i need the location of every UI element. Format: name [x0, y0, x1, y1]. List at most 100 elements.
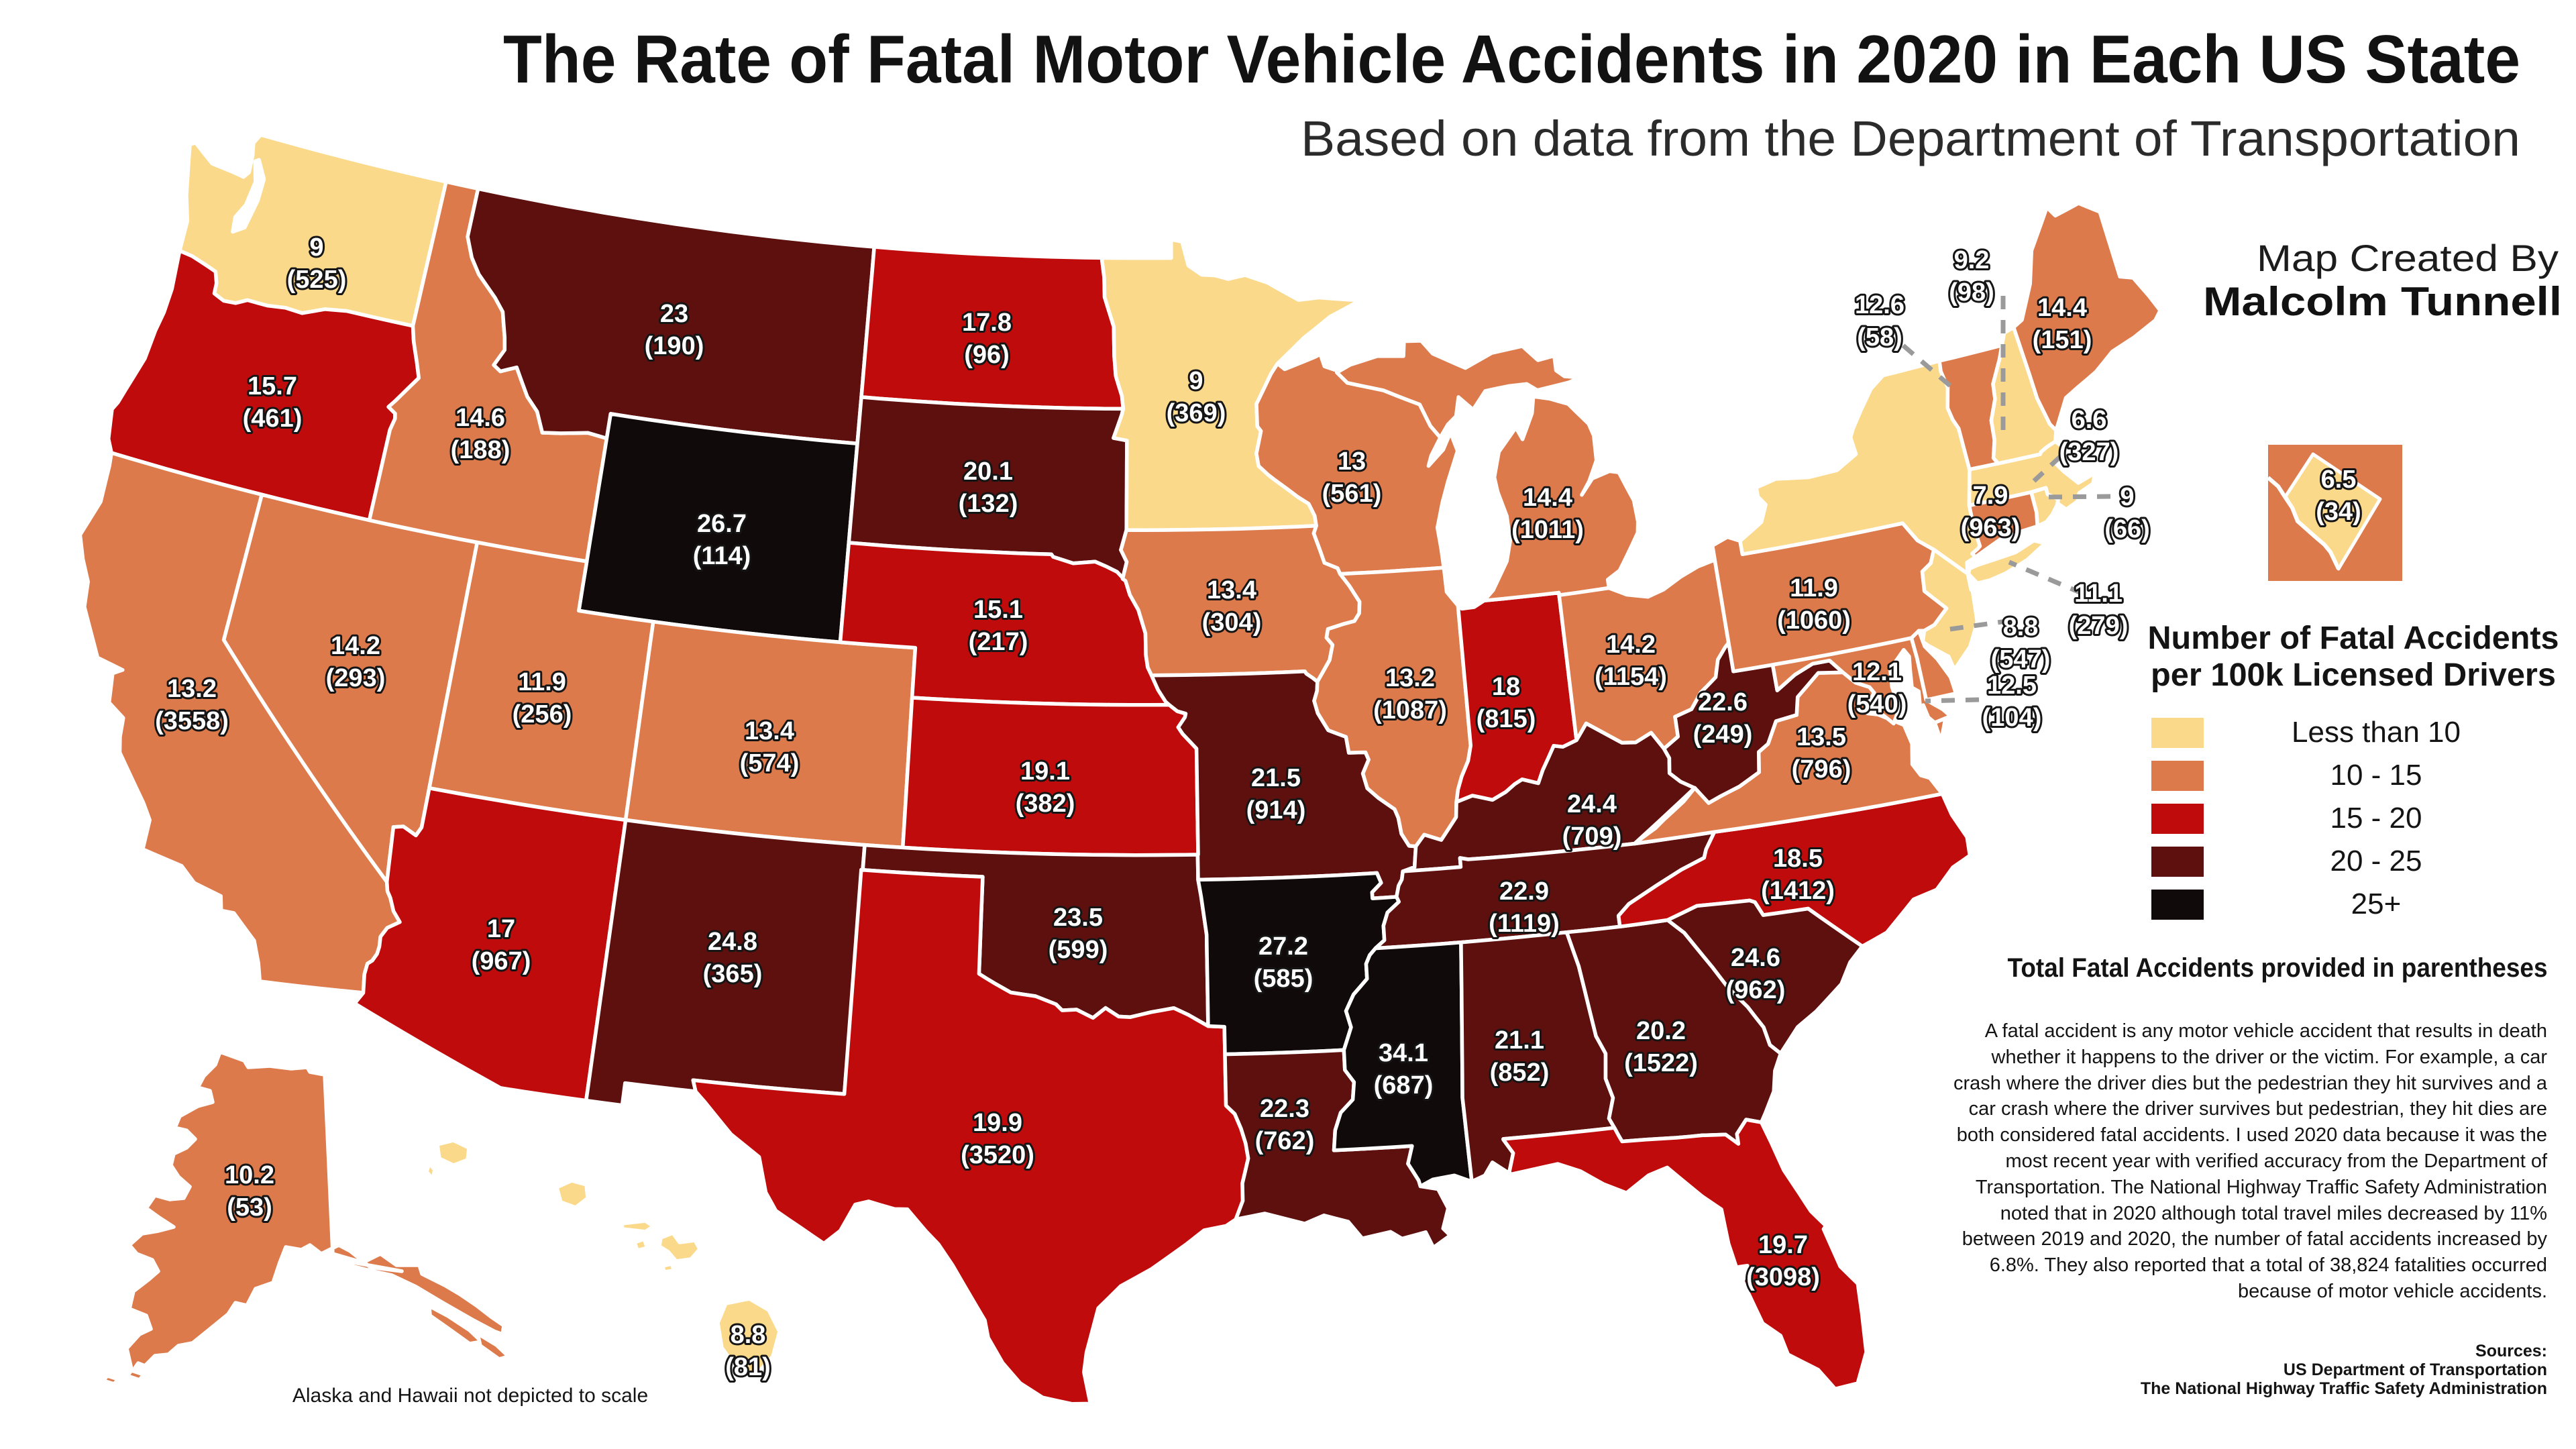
svg-text:(132): (132): [959, 490, 1018, 518]
svg-text:25+: 25+: [2351, 888, 2402, 920]
svg-text:(1011): (1011): [1511, 516, 1584, 544]
svg-text:20.2: 20.2: [1636, 1017, 1686, 1045]
svg-text:6.6: 6.6: [2072, 406, 2107, 434]
svg-text:(3558): (3558): [155, 707, 229, 735]
svg-text:per 100k Licensed Drivers: per 100k Licensed Drivers: [2151, 657, 2556, 693]
svg-text:(190): (190): [645, 332, 704, 360]
svg-text:24.4: 24.4: [1567, 790, 1617, 818]
svg-text:(249): (249): [1693, 720, 1753, 749]
svg-text:9.2: 9.2: [1954, 246, 1990, 274]
svg-text:34.1: 34.1: [1379, 1039, 1428, 1067]
svg-text:19.1: 19.1: [1020, 757, 1070, 786]
svg-text:15.1: 15.1: [973, 596, 1023, 624]
svg-text:The Rate of Fatal Motor Vehicl: The Rate of Fatal Motor Vehicle Accident…: [503, 22, 2520, 97]
svg-text:27.2: 27.2: [1258, 932, 1308, 961]
svg-text:Sources:: Sources:: [2475, 1342, 2547, 1360]
svg-text:(279): (279): [2069, 612, 2129, 640]
svg-text:(963): (963): [1961, 514, 2021, 542]
svg-text:(188): (188): [451, 436, 511, 464]
svg-text:(104): (104): [1982, 704, 2042, 732]
svg-text:23: 23: [660, 300, 688, 328]
svg-text:14.2: 14.2: [1606, 631, 1656, 659]
svg-text:(1119): (1119): [1489, 910, 1560, 938]
svg-text:(540): (540): [1847, 690, 1907, 718]
svg-text:(461): (461): [243, 405, 303, 433]
svg-text:(561): (561): [1322, 480, 1382, 508]
svg-text:13.4: 13.4: [1207, 576, 1256, 604]
svg-text:Less than 10: Less than 10: [2292, 716, 2461, 749]
svg-text:(151): (151): [2033, 326, 2092, 354]
svg-text:(852): (852): [1490, 1059, 1550, 1087]
svg-text:11.9: 11.9: [518, 668, 566, 696]
svg-text:7.9: 7.9: [1973, 482, 2008, 510]
svg-text:(217): (217): [969, 628, 1028, 656]
svg-text:Map Created By: Map Created By: [2257, 237, 2559, 279]
svg-text:(3520): (3520): [961, 1141, 1034, 1169]
svg-text:(66): (66): [2104, 515, 2150, 543]
svg-text:18.5: 18.5: [1773, 845, 1823, 873]
svg-text:20 - 25: 20 - 25: [2330, 845, 2422, 877]
svg-text:between 2019 and 2020, the num: between 2019 and 2020, the number of fat…: [1962, 1228, 2548, 1250]
svg-text:(687): (687): [1374, 1071, 1434, 1099]
svg-text:(369): (369): [1167, 399, 1226, 427]
svg-text:(525): (525): [287, 266, 347, 294]
svg-text:Total Fatal Accidents provided: Total Fatal Accidents provided in parent…: [2008, 953, 2548, 983]
svg-text:8.8: 8.8: [2003, 613, 2039, 641]
svg-text:Alaska and Hawaii not depicted: Alaska and Hawaii not depicted to scale: [292, 1385, 648, 1407]
svg-text:(327): (327): [2059, 438, 2119, 466]
svg-text:21.5: 21.5: [1251, 764, 1301, 792]
svg-text:(1154): (1154): [1595, 663, 1667, 691]
svg-text:15.7: 15.7: [248, 372, 297, 400]
svg-text:14.4: 14.4: [1523, 484, 1572, 512]
svg-text:6.5: 6.5: [2321, 466, 2357, 494]
svg-text:whether it happens to the driv: whether it happens to the driver or the …: [1991, 1046, 2548, 1068]
svg-text:22.9: 22.9: [1499, 877, 1549, 906]
svg-text:(967): (967): [472, 947, 531, 975]
svg-text:(796): (796): [1792, 755, 1851, 784]
svg-text:(3098): (3098): [1746, 1263, 1820, 1291]
svg-text:19.7: 19.7: [1758, 1231, 1808, 1259]
svg-text:(365): (365): [703, 960, 763, 988]
svg-text:(574): (574): [740, 749, 800, 777]
svg-text:15 - 20: 15 - 20: [2330, 802, 2422, 835]
svg-text:(547): (547): [1991, 645, 2051, 674]
svg-text:24.8: 24.8: [708, 928, 757, 956]
svg-text:(53): (53): [227, 1193, 272, 1222]
svg-text:12.1: 12.1: [1852, 658, 1902, 686]
svg-text:Transportation. The National H: Transportation. The National Highway Tra…: [1976, 1177, 2547, 1198]
svg-text:(34): (34): [2316, 498, 2361, 526]
svg-text:(382): (382): [1016, 790, 1075, 818]
svg-text:(962): (962): [1726, 976, 1786, 1004]
svg-text:13: 13: [1338, 447, 1366, 476]
svg-text:noted that in 2020 although to: noted that in 2020 although total travel…: [2000, 1203, 2547, 1224]
svg-text:(304): (304): [1202, 608, 1262, 637]
svg-text:10.2: 10.2: [225, 1161, 274, 1189]
svg-text:9: 9: [309, 233, 323, 262]
svg-text:14.4: 14.4: [2037, 294, 2087, 322]
svg-text:24.6: 24.6: [1731, 944, 1780, 972]
svg-text:17: 17: [487, 915, 515, 943]
svg-text:26.7: 26.7: [697, 510, 747, 538]
svg-text:Number of Fatal Accidents: Number of Fatal Accidents: [2148, 621, 2559, 656]
svg-text:car crash where the driver sur: car crash where the driver survives but …: [1969, 1098, 2547, 1120]
svg-text:(1087): (1087): [1373, 696, 1447, 724]
svg-text:12.5: 12.5: [1987, 672, 2037, 700]
svg-text:12.6: 12.6: [1855, 291, 1904, 319]
svg-text:13.2: 13.2: [167, 675, 217, 703]
svg-text:(1412): (1412): [1761, 877, 1835, 905]
svg-text:most recent year with verified: most recent year with verified accuracy …: [2006, 1150, 2548, 1172]
svg-text:both considered fatal accident: both considered fatal accidents. I used …: [1957, 1124, 2547, 1146]
svg-text:because of motor vehicle accid: because of motor vehicle accidents.: [2238, 1281, 2547, 1302]
svg-text:21.1: 21.1: [1495, 1026, 1544, 1055]
svg-text:22.3: 22.3: [1260, 1095, 1309, 1123]
svg-text:23.5: 23.5: [1053, 904, 1103, 932]
svg-text:9: 9: [2120, 483, 2134, 511]
svg-text:The National Highway Traffic S: The National Highway Traffic Safety Admi…: [2141, 1379, 2547, 1398]
svg-text:(1060): (1060): [1777, 606, 1851, 635]
svg-text:14.6: 14.6: [455, 404, 505, 432]
svg-text:(815): (815): [1477, 705, 1536, 733]
svg-text:20.1: 20.1: [963, 458, 1013, 486]
svg-text:11.9: 11.9: [1790, 574, 1838, 602]
svg-text:19.9: 19.9: [973, 1109, 1022, 1137]
svg-text:US Department of Transportatio: US Department of Transportation: [2284, 1360, 2547, 1379]
